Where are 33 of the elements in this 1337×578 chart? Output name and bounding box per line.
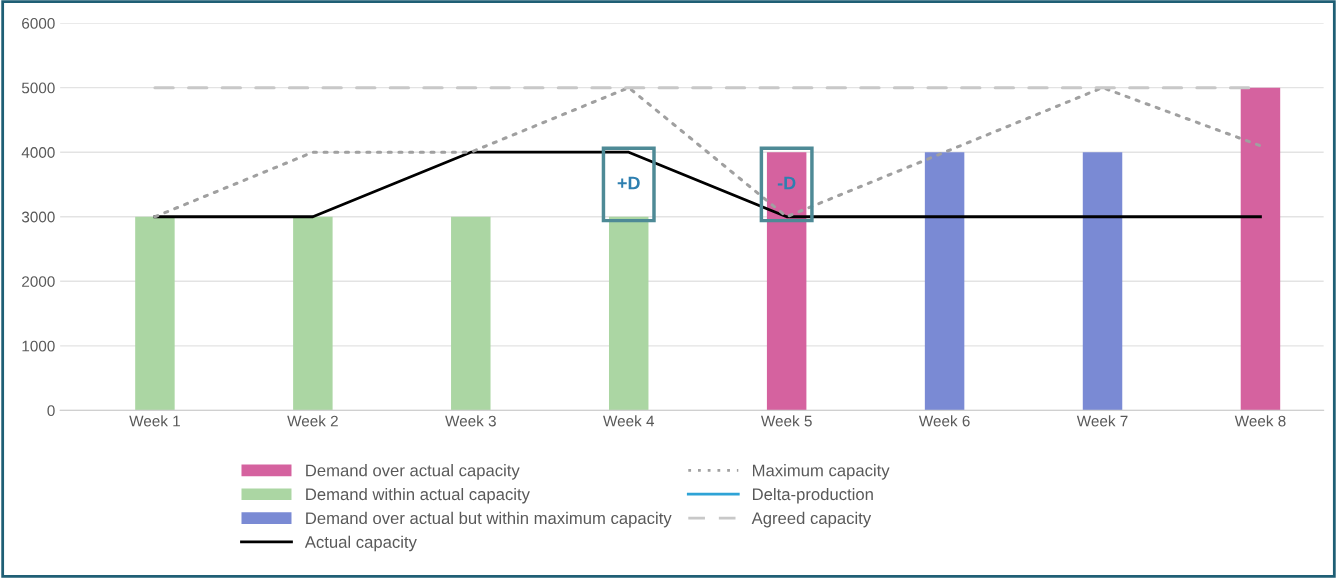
- y-tick-label: 3000: [21, 211, 55, 223]
- legend-label: Agreed capacity: [751, 511, 872, 528]
- line-series: [153, 86, 1262, 219]
- legend-label: Demand over actual but within maximum capacity: [306, 511, 672, 528]
- y-tick-label: 0: [47, 405, 55, 417]
- legend-label: Demand within actual capacity: [306, 487, 530, 504]
- x-tick-label: Week 7: [1076, 415, 1128, 427]
- bar: [1240, 87, 1281, 411]
- bar: [608, 216, 649, 411]
- y-tick-label: 4000: [21, 147, 55, 158]
- annotation: +D: [617, 176, 640, 190]
- y-tick-label: 2000: [22, 276, 55, 287]
- bar: [135, 216, 175, 411]
- legend-label: Demand over actual capacity: [306, 464, 520, 480]
- y-tick-label: 6000: [22, 17, 55, 29]
- bar: [1082, 152, 1123, 411]
- y-tick-label: 1000: [22, 340, 55, 352]
- bar: [766, 152, 807, 411]
- legend-label: Actual capacity: [304, 535, 417, 552]
- annotation: -D: [777, 176, 796, 190]
- x-tick-label: Week 1: [129, 415, 180, 427]
- bar: [924, 152, 965, 411]
- y-tick-label: 5000: [21, 82, 55, 94]
- bar: [451, 216, 491, 411]
- x-tick-label: Week 4: [603, 415, 655, 427]
- x-tick-label: Week 6: [918, 415, 970, 427]
- legend-label: Delta-production: [752, 487, 873, 504]
- x-tick-label: Week 5: [760, 415, 812, 427]
- x-tick-label: Week 3: [445, 415, 496, 427]
- x-tick-label: Week 8: [1234, 415, 1286, 427]
- x-tick-label: Week 2: [287, 415, 338, 427]
- bar: [293, 216, 333, 411]
- legend-label: Maximum capacity: [752, 464, 890, 480]
